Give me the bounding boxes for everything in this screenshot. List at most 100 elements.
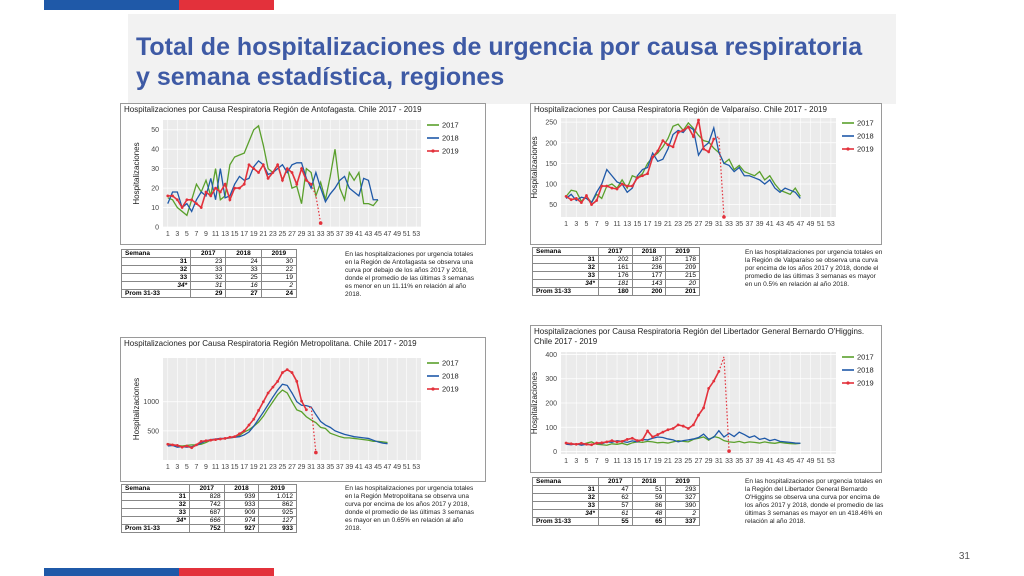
series-point xyxy=(271,385,275,389)
table-cell: 236 xyxy=(631,263,667,272)
series-point xyxy=(175,444,179,447)
flag-stripe-blue-bottom xyxy=(44,568,179,576)
series-point xyxy=(238,432,241,436)
legend-label: 2018 xyxy=(442,372,459,381)
series-point xyxy=(697,413,700,417)
table-cell: 34* xyxy=(532,279,599,288)
series-point xyxy=(661,430,665,434)
series-point xyxy=(707,150,711,154)
series-point xyxy=(190,446,194,450)
series-point xyxy=(702,147,705,151)
x-tick-label: 7 xyxy=(194,231,198,238)
series-point xyxy=(295,182,299,186)
data-table-valparaiso: Semana 2017 2018 2019 31 202 187 178 32 161 236 209… xyxy=(532,247,700,296)
x-tick-label: 53 xyxy=(412,464,420,471)
series-point xyxy=(635,176,639,180)
table-header-cell: Semana xyxy=(532,477,599,486)
y-axis-label: Hospitalizaciones xyxy=(132,378,141,440)
x-tick-label: 11 xyxy=(613,458,620,465)
y-tick-label: 30 xyxy=(151,166,159,173)
series-point xyxy=(590,203,593,207)
y-tick-label: 500 xyxy=(147,428,159,435)
y-tick-label: 150 xyxy=(545,161,557,168)
legend-label: 2019 xyxy=(857,379,874,388)
table-row: 33 176 177 215 xyxy=(532,271,700,280)
x-tick-label: 43 xyxy=(365,464,373,471)
x-tick-label: 31 xyxy=(715,458,723,465)
series-point xyxy=(223,437,227,440)
series-point xyxy=(579,201,583,204)
series-point xyxy=(171,194,174,198)
table-header-cell: 2018 xyxy=(225,249,262,258)
x-tick-label: 47 xyxy=(796,458,804,465)
table-header-cell: 2017 xyxy=(188,484,225,493)
page-number: 31 xyxy=(958,551,970,562)
table-cell: 86 xyxy=(631,501,667,510)
series-point xyxy=(252,167,256,171)
series-point xyxy=(190,198,194,202)
x-tick-label: 5 xyxy=(185,464,189,471)
series-point xyxy=(175,198,179,202)
table-header-cell: 2019 xyxy=(665,477,700,486)
x-tick-label: 15 xyxy=(633,458,641,465)
table-cell: 200 xyxy=(631,287,667,296)
x-tick-label: 17 xyxy=(240,464,248,471)
table-cell: 927 xyxy=(223,524,260,533)
series-point xyxy=(681,128,685,132)
series-point xyxy=(195,443,198,447)
x-tick-label: 15 xyxy=(231,231,239,238)
series-point xyxy=(304,178,308,182)
y-tick-label: 100 xyxy=(545,182,557,189)
table-cell: 327 xyxy=(665,493,700,502)
table-note: En las hospitalizaciones por urgencia to… xyxy=(345,251,474,298)
data-table-ohiggins: Semana 2017 2018 2019 31 47 51 293 32 62 59 327 33 57… xyxy=(532,477,700,526)
series-point xyxy=(671,427,675,430)
table-header-cell: 2018 xyxy=(223,484,260,493)
x-tick-label: 35 xyxy=(326,231,334,238)
y-tick-label: 0 xyxy=(553,449,557,456)
legend-swatch-point xyxy=(431,149,435,153)
series-point xyxy=(233,435,237,439)
x-tick-label: 3 xyxy=(574,458,578,465)
table-header-cell: Semana xyxy=(121,484,190,493)
series-line-projection xyxy=(718,356,730,452)
series-point xyxy=(595,199,599,202)
x-tick-label: 15 xyxy=(633,221,641,228)
x-tick-label: 19 xyxy=(250,231,258,238)
series-point xyxy=(185,198,189,202)
series-point xyxy=(247,163,251,167)
y-tick-label: 10 xyxy=(151,205,159,212)
x-tick-label: 53 xyxy=(827,458,835,465)
series-point xyxy=(697,118,700,122)
data-table-metropolitana: Semana 2017 2018 2019 31 828 939 1.012 32 742 933 8… xyxy=(121,484,297,533)
series-point xyxy=(707,387,711,390)
table-header-cell: Semana xyxy=(120,249,192,258)
table-row: 33 32 25 19 xyxy=(120,273,298,282)
x-tick-label: 49 xyxy=(807,458,815,465)
table-cell: 31 xyxy=(120,257,192,266)
x-tick-label: 33 xyxy=(317,231,325,238)
series-point xyxy=(635,439,639,443)
series-point xyxy=(646,429,649,433)
table-row: 31 202 187 178 xyxy=(532,255,700,264)
series-point xyxy=(318,221,323,225)
legend-label: 2018 xyxy=(857,132,874,141)
table-cell: 33 xyxy=(121,508,190,517)
x-tick-label: 41 xyxy=(355,231,363,238)
series-point xyxy=(209,194,213,198)
series-point xyxy=(585,194,588,197)
x-tick-label: 9 xyxy=(204,231,208,238)
legend-label: 2019 xyxy=(857,145,874,154)
table-cell: 59 xyxy=(631,493,667,502)
x-tick-label: 47 xyxy=(796,221,804,228)
table-header-cell: 2018 xyxy=(631,247,667,256)
x-tick-label: 27 xyxy=(288,231,296,238)
series-point xyxy=(166,442,170,446)
table-summary-row: Prom 31-33 55 65 337 xyxy=(532,517,700,526)
table-row: 31 47 51 293 xyxy=(532,485,700,494)
table-cell: 19 xyxy=(260,273,298,282)
table-header-cell: 2019 xyxy=(665,247,700,256)
table-cell: 161 xyxy=(597,263,633,272)
series-point xyxy=(600,184,604,188)
